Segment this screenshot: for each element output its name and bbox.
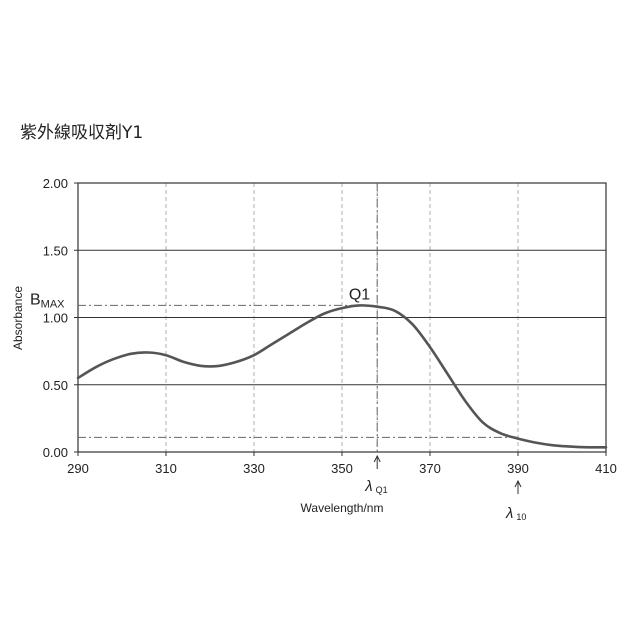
y-axis-label: Absorbance — [11, 286, 25, 350]
x-axis-label: Wavelength/nm — [301, 501, 384, 515]
x-tick-label: 410 — [595, 461, 617, 476]
bmax-label: BMAX — [30, 291, 65, 310]
y-tick-label: 1.50 — [43, 243, 68, 258]
x-tick-label: 390 — [507, 461, 529, 476]
lambda-q1-label: λQ1 — [364, 478, 387, 495]
y-tick-label: 1.00 — [43, 311, 68, 326]
x-tick-label: 330 — [243, 461, 265, 476]
y-tick-label: 0.00 — [43, 445, 68, 460]
x-tick-label: 310 — [155, 461, 177, 476]
peak-label: Q1 — [349, 286, 370, 303]
x-tick-label: 370 — [419, 461, 441, 476]
x-tick-label: 290 — [67, 461, 89, 476]
y-tick-label: 0.50 — [43, 378, 68, 393]
lambda-10-label: λ10 — [505, 505, 526, 522]
x-tick-label: 350 — [331, 461, 353, 476]
y-tick-label: 2.00 — [43, 176, 68, 191]
